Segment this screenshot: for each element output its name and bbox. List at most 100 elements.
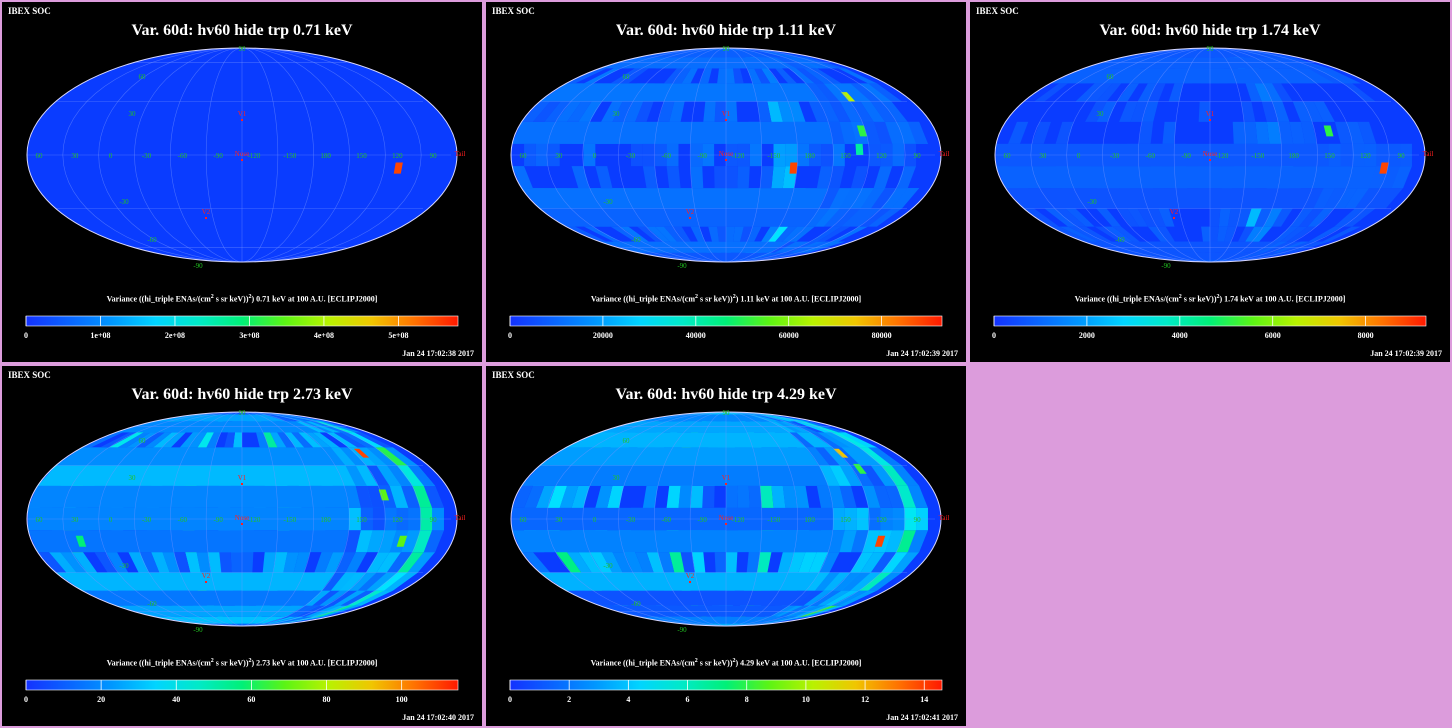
lat-tick-label: 30 <box>129 474 137 482</box>
map-cell <box>366 572 398 591</box>
map-cell <box>860 188 886 209</box>
marker-v2: V2 <box>686 572 695 580</box>
map-cell <box>1198 101 1210 122</box>
lat-tick-label: 60 <box>139 437 147 445</box>
map-outline <box>26 411 458 627</box>
marker-dot <box>725 159 727 161</box>
marker-dot <box>241 523 243 525</box>
map-cell <box>1217 226 1228 242</box>
lon-tick-label: 150 <box>840 152 851 160</box>
map-cell <box>151 552 170 573</box>
map-cell <box>896 166 917 189</box>
marker-dot <box>205 581 207 583</box>
map-cell <box>765 616 809 624</box>
map-cell <box>646 552 664 573</box>
marker-tail: Tail <box>1423 150 1434 158</box>
map-cell <box>1254 208 1273 227</box>
lon-line <box>725 47 834 263</box>
lon-tick-label: 60 <box>520 516 528 524</box>
lon-tick-label: 120 <box>876 516 887 524</box>
map-cell <box>850 530 869 553</box>
map-cell <box>1308 226 1344 242</box>
lon-tick-label: 180 <box>1288 152 1299 160</box>
map-cell <box>839 465 863 486</box>
map-cell <box>206 432 221 448</box>
marker-v1: V1 <box>238 474 247 482</box>
map-cell <box>521 465 920 486</box>
map-cell <box>274 616 311 624</box>
colorbar-tick-label: 40 <box>172 695 180 704</box>
lon-line <box>1209 47 1282 263</box>
map-cell <box>803 68 833 84</box>
map-cell <box>832 572 861 591</box>
map-cell <box>1300 121 1317 144</box>
map-cell <box>94 552 118 573</box>
map-cell <box>817 590 851 606</box>
map-cell <box>737 166 750 189</box>
map-cell <box>512 166 533 189</box>
lon-tick-label: -60 <box>662 516 672 524</box>
colorbar-tick-label: 0 <box>508 695 512 704</box>
lon-tick-label: 30 <box>71 152 79 160</box>
lon-tick-label: 90 <box>1398 152 1406 160</box>
map-cell <box>366 465 390 486</box>
map-cell <box>635 552 654 573</box>
map-cell <box>750 414 780 422</box>
map-cell <box>330 447 356 466</box>
map-cell <box>805 83 830 102</box>
map-cell <box>333 590 367 606</box>
map-cell <box>841 572 871 591</box>
lon-tick-label: 120 <box>392 516 403 524</box>
map-cell <box>1201 226 1210 242</box>
map-svg: 60 30 0 -30 -60 -90 -120 -150 180 150 120 90 90 60 30 -… <box>24 409 465 704</box>
lon-tick-label: -30 <box>626 152 636 160</box>
map-cell <box>397 552 424 573</box>
map-cell <box>28 485 444 508</box>
lat-tick-label: 60 <box>623 437 631 445</box>
map-cell <box>330 572 356 591</box>
marker-nose: Nose <box>719 150 733 158</box>
colorbar-tick-label: 0 <box>24 331 28 340</box>
lon-line <box>98 47 243 263</box>
hot-pixel <box>855 143 864 155</box>
map-cell <box>340 432 376 448</box>
map-cell <box>779 605 811 617</box>
colorbar-tick-label: 3e+08 <box>239 331 259 340</box>
lon-tick-label: 180 <box>320 516 331 524</box>
colorbar-label-pre: Variance ((hi_triple ENAs/(cm <box>590 294 695 304</box>
lon-line <box>241 47 350 263</box>
timestamp: Jan 24 17:02:41 2017 <box>886 713 958 722</box>
map-cell <box>788 552 806 573</box>
map-cell <box>699 68 712 84</box>
map-cell <box>1008 121 1029 144</box>
map-cell <box>1067 226 1105 242</box>
map-cell <box>108 432 144 448</box>
map-cell <box>347 590 385 606</box>
marker-dot <box>241 483 243 485</box>
colorbar-tick-label: 20000 <box>593 331 613 340</box>
marker-dot <box>1209 119 1211 121</box>
timestamp: Jan 24 17:02:40 2017 <box>402 713 474 722</box>
map-outline <box>510 47 942 263</box>
map-cell <box>1044 208 1077 227</box>
map-cell <box>1094 226 1126 242</box>
map-cell <box>339 572 367 591</box>
lon-tick-label: 30 <box>1039 152 1047 160</box>
lon-tick-label: -150 <box>767 152 780 160</box>
map-cell <box>256 432 269 448</box>
hot-pixel <box>353 448 370 458</box>
map-cell <box>1244 121 1258 144</box>
map-cell <box>868 447 902 466</box>
map-cell <box>1273 226 1299 242</box>
lon-tick-label: 90 <box>430 152 438 160</box>
map-cell <box>1083 57 1330 69</box>
map-cell <box>1354 188 1381 209</box>
map-cell <box>173 552 191 573</box>
map-cell <box>669 552 685 573</box>
map-cell <box>996 166 1412 189</box>
map-cell <box>885 121 905 144</box>
panel-1-74kev: IBEX SOC Var. 60d: hv60 hide trp 1.74 keV… <box>970 2 1450 362</box>
map-cell <box>423 485 444 508</box>
colorbar-label-post: ) 0.71 keV at 100 A.U. [ECLIPJ2000] <box>251 294 378 304</box>
map-cell <box>789 421 825 433</box>
